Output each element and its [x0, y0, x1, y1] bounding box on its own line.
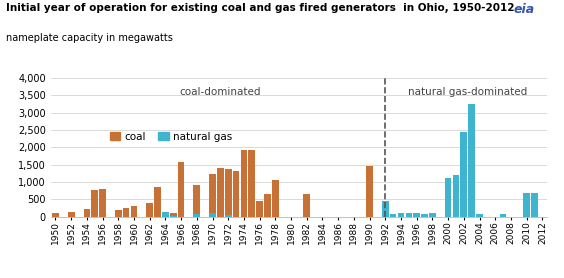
- Bar: [225, 215, 232, 217]
- Bar: [178, 162, 184, 217]
- Bar: [398, 213, 404, 217]
- Bar: [460, 132, 467, 217]
- Bar: [209, 174, 216, 217]
- Bar: [233, 171, 240, 217]
- Bar: [241, 150, 247, 217]
- Bar: [147, 203, 153, 217]
- Bar: [52, 214, 59, 217]
- Bar: [99, 189, 106, 217]
- Bar: [531, 193, 538, 217]
- Bar: [170, 216, 177, 217]
- Text: nameplate capacity in megawatts: nameplate capacity in megawatts: [6, 33, 173, 43]
- Bar: [413, 213, 420, 217]
- Bar: [476, 214, 483, 217]
- Text: natural gas-dominated: natural gas-dominated: [408, 86, 527, 96]
- Bar: [225, 169, 232, 217]
- Text: Initial year of operation for existing coal and gas fired generators  in Ohio, 1: Initial year of operation for existing c…: [6, 3, 514, 13]
- Bar: [115, 210, 122, 217]
- Bar: [382, 201, 389, 217]
- Bar: [453, 175, 459, 217]
- Bar: [193, 185, 200, 217]
- Bar: [249, 150, 255, 217]
- Bar: [256, 200, 263, 217]
- Bar: [162, 212, 169, 217]
- Text: eia: eia: [513, 3, 534, 16]
- Bar: [68, 212, 74, 217]
- Bar: [303, 194, 310, 217]
- Bar: [209, 214, 216, 217]
- Text: coal-dominated: coal-dominated: [180, 86, 261, 96]
- Bar: [500, 214, 506, 217]
- Bar: [91, 190, 98, 217]
- Bar: [170, 213, 177, 217]
- Bar: [421, 214, 428, 217]
- Bar: [429, 213, 436, 217]
- Bar: [468, 104, 475, 217]
- Bar: [193, 214, 200, 217]
- Bar: [83, 209, 90, 217]
- Bar: [131, 206, 138, 217]
- Bar: [445, 178, 451, 217]
- Bar: [406, 213, 412, 217]
- Legend: coal, natural gas: coal, natural gas: [105, 128, 236, 146]
- Bar: [366, 167, 373, 217]
- Bar: [154, 187, 161, 217]
- Bar: [523, 192, 530, 217]
- Bar: [123, 208, 130, 217]
- Bar: [264, 194, 271, 217]
- Bar: [272, 180, 279, 217]
- Bar: [217, 168, 224, 217]
- Bar: [390, 214, 396, 217]
